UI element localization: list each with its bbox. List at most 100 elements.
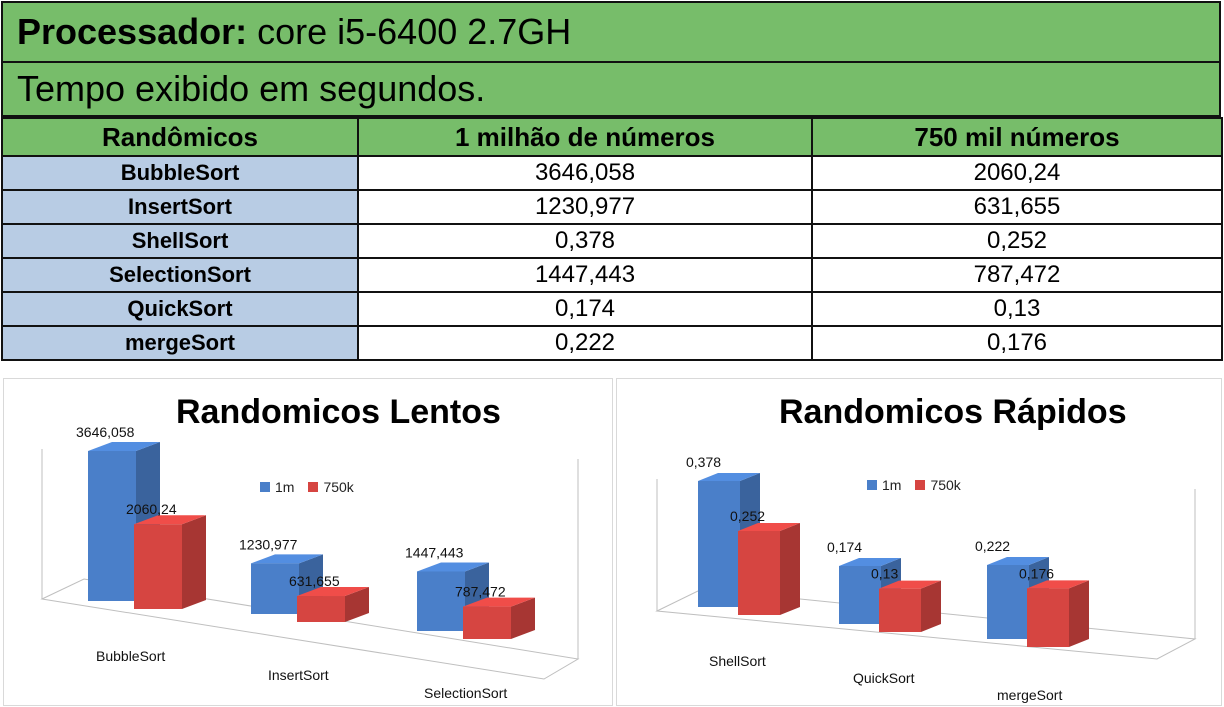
legend-item: 750k — [915, 477, 961, 493]
table-cell: 1447,443 — [357, 257, 813, 293]
bar-top — [463, 597, 535, 607]
column-header: Randômicos — [1, 117, 359, 157]
bar — [987, 565, 1029, 639]
data-label: 0,222 — [975, 538, 1010, 554]
legend-item: 750k — [308, 479, 354, 495]
data-label: 0,174 — [827, 539, 862, 555]
chart-slow[interactable]: 3646,058 2060,24 BubbleSort 1230,977 631,655… — [3, 378, 613, 706]
bar-side — [511, 597, 535, 639]
bar-top — [297, 587, 369, 597]
data-label: 0,13 — [871, 566, 898, 582]
spreadsheet: Processador: core i5-6400 2.7GH Tempo ex… — [1, 1, 1223, 361]
bar-side — [345, 587, 369, 622]
bar — [879, 588, 921, 632]
bar — [738, 531, 780, 615]
category-label: mergeSort — [997, 687, 1062, 703]
chart-fast[interactable]: 0,378 0,252 ShellSort 0,174 0,13 QuickSort 0,2… — [616, 378, 1222, 706]
row-header: SelectionSort — [1, 257, 359, 293]
table-cell: 0,252 — [811, 223, 1223, 259]
processor-banner: Processador: core i5-6400 2.7GH — [1, 1, 1221, 63]
data-label: 2060,24 — [126, 501, 177, 517]
chart-legend: 1m 750k — [260, 479, 362, 495]
category-label: InsertSort — [268, 667, 329, 683]
bar — [88, 451, 136, 601]
table-cell: 0,378 — [357, 223, 813, 259]
legend-label: 1m — [275, 479, 295, 495]
bar-top — [698, 473, 760, 481]
legend-swatch — [260, 482, 270, 492]
time-note-banner: Tempo exibido em segundos. — [1, 63, 1221, 117]
data-label: 631,655 — [289, 573, 340, 589]
legend-label: 750k — [930, 477, 961, 493]
bar-side — [182, 515, 206, 609]
legend-label: 1m — [882, 477, 902, 493]
column-header: 750 mil números — [811, 117, 1223, 157]
data-label: 3646,058 — [76, 424, 135, 440]
legend-label: 750k — [323, 479, 354, 495]
bar-side — [1069, 580, 1089, 647]
category-label: BubbleSort — [96, 648, 165, 664]
table-cell: 3646,058 — [357, 155, 813, 191]
category-label: ShellSort — [709, 653, 766, 669]
time-note: Tempo exibido em segundos. — [17, 68, 486, 109]
results-table: Randômicos 1 milhão de números 750 mil n… — [1, 117, 1223, 361]
bar-top — [88, 442, 160, 451]
row-header: BubbleSort — [1, 155, 359, 191]
data-label: 0,176 — [1019, 565, 1054, 581]
table-cell: 0,174 — [357, 291, 813, 327]
processor-label: Processador: — [17, 11, 248, 52]
processor-value: core i5-6400 2.7GH — [257, 11, 572, 52]
chart-slow-plot: 3646,058 2060,24 BubbleSort 1230,977 631,655… — [40, 424, 580, 701]
data-label: 1230,977 — [239, 536, 298, 552]
legend-item: 1m — [867, 477, 901, 493]
legend-item: 1m — [260, 479, 294, 495]
legend-swatch — [308, 482, 319, 492]
data-label: 0,252 — [730, 508, 765, 524]
table-cell: 0,13 — [811, 291, 1223, 327]
bar-top — [738, 523, 800, 531]
table-row: QuickSort 0,174 0,13 — [1, 291, 1223, 327]
table-cell: 631,655 — [811, 189, 1223, 225]
table-row: BubbleSort 3646,058 2060,24 — [1, 155, 1223, 191]
table-row: ShellSort 0,378 0,252 — [1, 223, 1223, 259]
table-cell: 0,222 — [357, 325, 813, 361]
table-cell: 0,176 — [811, 325, 1223, 361]
bar-top — [839, 558, 901, 566]
table-row: SelectionSort 1447,443 787,472 — [1, 257, 1223, 293]
chart-fast-plot: 0,378 0,252 ShellSort 0,174 0,13 QuickSort 0,2… — [655, 454, 1197, 703]
bar — [463, 606, 511, 639]
row-header: InsertSort — [1, 189, 359, 225]
data-label: 787,472 — [455, 584, 506, 600]
bar — [698, 481, 740, 607]
table-row: InsertSort 1230,977 631,655 — [1, 189, 1223, 225]
chart-title: Randomicos Rápidos — [779, 393, 1127, 431]
bar-side — [780, 523, 800, 615]
bar-top — [134, 515, 206, 525]
bar-top — [987, 557, 1049, 565]
category-label: QuickSort — [853, 670, 915, 686]
bar-side — [921, 580, 941, 632]
table-row: mergeSort 0,222 0,176 — [1, 325, 1223, 361]
data-label: 1447,443 — [405, 544, 464, 560]
bar — [1027, 588, 1069, 647]
category-label: SelectionSort — [424, 685, 507, 701]
table-header-row: Randômicos 1 milhão de números 750 mil n… — [1, 117, 1223, 157]
data-label: 0,378 — [686, 454, 721, 470]
bar-top — [251, 554, 323, 564]
table-cell: 2060,24 — [811, 155, 1223, 191]
legend-swatch — [915, 480, 926, 490]
bar-top — [1027, 580, 1089, 589]
bar-top — [417, 562, 489, 572]
bar — [297, 596, 345, 622]
legend-swatch — [867, 480, 877, 490]
bar — [251, 563, 299, 614]
row-header: ShellSort — [1, 223, 359, 259]
bar — [839, 566, 881, 624]
table-cell: 787,472 — [811, 257, 1223, 293]
chart-title: Randomicos Lentos — [176, 393, 501, 431]
bar — [417, 571, 465, 631]
chart-legend: 1m 750k — [867, 477, 969, 493]
bar — [134, 524, 182, 609]
bar-top — [879, 580, 941, 589]
row-header: QuickSort — [1, 291, 359, 327]
